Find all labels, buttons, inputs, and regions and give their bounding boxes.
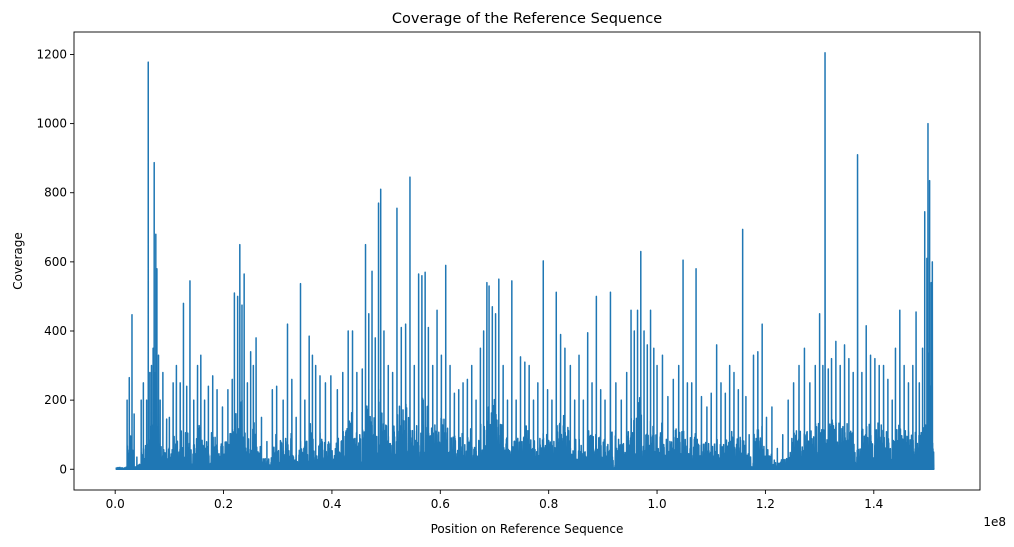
- x-axis: 0.0 0.2 0.4 0.6 0.8 1.0 1.2 1.4: [106, 490, 883, 511]
- chart-title: Coverage of the Reference Sequence: [392, 11, 662, 27]
- coverage-series: [115, 51, 935, 471]
- y-tick-label: 0: [59, 462, 67, 476]
- y-tick-label: 600: [44, 255, 67, 269]
- x-tick-label: 0.6: [431, 497, 450, 511]
- y-axis-label: Coverage: [11, 232, 25, 290]
- y-tick-label: 1200: [36, 47, 67, 61]
- x-tick-label: 0.2: [214, 497, 233, 511]
- x-axis-label: Position on Reference Sequence: [431, 522, 624, 536]
- y-tick-label: 1000: [36, 117, 67, 131]
- x-tick-label: 0.8: [539, 497, 558, 511]
- y-tick-label: 400: [44, 324, 67, 338]
- y-tick-label: 200: [44, 393, 67, 407]
- x-tick-label: 0.0: [106, 497, 125, 511]
- x-axis-offset-label: 1e8: [983, 515, 1006, 529]
- y-axis: 0 200 400 600 800 1000 1200: [36, 47, 74, 476]
- x-tick-label: 1.0: [648, 497, 667, 511]
- x-tick-label: 1.4: [864, 497, 883, 511]
- coverage-line: [115, 51, 935, 471]
- x-tick-label: 0.4: [322, 497, 341, 511]
- y-tick-label: 800: [44, 186, 67, 200]
- x-tick-label: 1.2: [756, 497, 775, 511]
- plot-frame: [73, 31, 981, 491]
